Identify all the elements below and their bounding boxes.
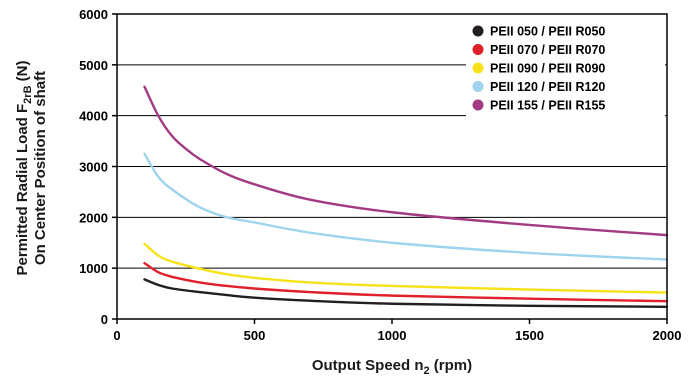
legend-entry-label: PEII 090 / PEII R090 [490,62,605,76]
series-layer [143,85,669,308]
legend-marker [472,25,484,37]
x-tick-label: 1500 [515,328,544,343]
x-tick-label: 0 [113,328,120,343]
legend-entry-label: PEII 070 / PEII R070 [490,43,605,57]
legend: PEII 050 / PEII R050 PEII 070 / PEII R070… [466,20,665,117]
series-line-1 [143,278,669,308]
legend-background [466,20,665,117]
x-tick-label: 500 [244,328,266,343]
x-tick-label: 1000 [378,328,407,343]
series-line-2 [143,261,669,303]
y-tick-label: 5000 [79,58,108,73]
y-axis-label-line1: Permitted Radial Load F2rB (N) [14,60,34,275]
y-tick-label: 1000 [79,261,108,276]
legend-marker [472,81,484,92]
x-tick-labels: 0 500 1000 1500 2000 [113,328,681,343]
legend-entry-label: PEII 155 / PEII R155 [490,99,605,113]
legend-entry-label: PEII 050 / PEII R050 [490,25,605,39]
y-tick-label: 3000 [79,160,108,175]
series-line-3 [143,242,669,294]
legend-entry-label: PEII 120 / PEII R120 [490,80,605,94]
series-line-5 [143,85,669,237]
plot-frame [116,13,668,320]
x-axis-label: Output Speed n2 (rpm) [312,357,472,376]
x-tick-label: 2000 [653,328,682,343]
legend-marker [472,99,484,111]
legend-marker [472,62,484,74]
legend-marker [472,44,484,55]
y-tick-label: 4000 [79,109,108,124]
y-tick-label: 6000 [79,7,108,22]
y-axis-label: Permitted Radial Load F2rB (N) On Center… [14,60,49,275]
series-line-4 [143,152,669,261]
y-axis-label-line2: On Center Position of shaft [32,71,49,265]
y-tick-label: 2000 [79,210,108,225]
y-tick-labels: 0 1000 2000 3000 4000 5000 6000 [79,7,108,327]
y-tick-label: 0 [101,312,108,327]
